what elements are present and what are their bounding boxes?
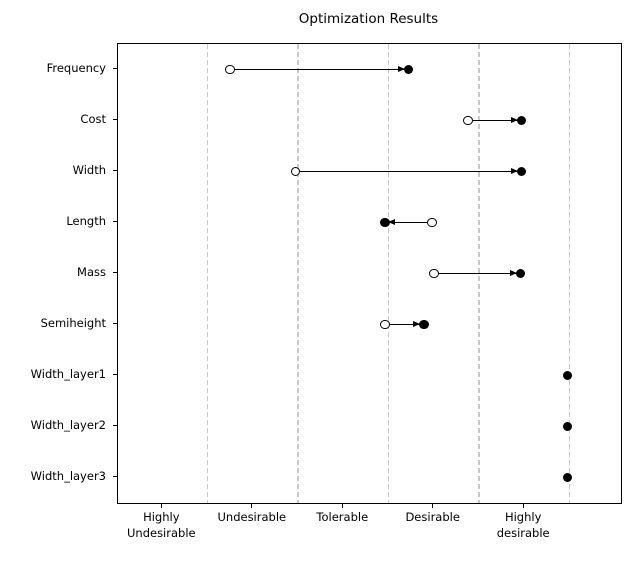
x-axis-label: Undesirable bbox=[217, 510, 287, 524]
arrow-head bbox=[413, 321, 421, 327]
arrow-head bbox=[511, 168, 518, 174]
y-axis-label: Frequency bbox=[46, 60, 106, 75]
arrow-head bbox=[397, 66, 405, 72]
arrow-head bbox=[388, 219, 396, 225]
x-axis-tick bbox=[251, 504, 253, 508]
arrow-line bbox=[300, 170, 518, 173]
arrow-head bbox=[510, 270, 518, 276]
arrow-line bbox=[388, 221, 428, 224]
gridline bbox=[297, 44, 299, 503]
arrow-line bbox=[438, 272, 517, 275]
y-axis-tick bbox=[113, 169, 117, 172]
x-axis-tick bbox=[341, 504, 343, 508]
y-axis-label: Width_layer3 bbox=[30, 468, 106, 483]
y-axis-tick bbox=[113, 373, 117, 376]
y-axis-tick bbox=[113, 220, 117, 223]
chart-title: Optimization Results bbox=[298, 11, 439, 27]
arrow-head bbox=[511, 117, 518, 123]
plot-area bbox=[117, 43, 622, 504]
optimized-marker bbox=[380, 217, 390, 228]
y-axis-tick bbox=[113, 118, 117, 121]
initial-marker bbox=[380, 319, 390, 330]
y-axis-label: Width bbox=[72, 162, 106, 177]
gridline bbox=[206, 44, 209, 503]
optimized-marker bbox=[562, 421, 573, 432]
y-axis-label: Semiheight bbox=[40, 315, 106, 330]
arrow-line bbox=[472, 119, 518, 122]
arrow-line bbox=[389, 323, 420, 326]
x-axis-tick bbox=[522, 504, 524, 508]
initial-marker bbox=[429, 268, 439, 279]
x-axis-tick bbox=[160, 504, 162, 508]
optimized-marker bbox=[403, 64, 414, 75]
x-axis-tick bbox=[432, 504, 434, 508]
gridline bbox=[568, 44, 571, 503]
optimized-marker bbox=[515, 268, 526, 279]
y-axis-tick bbox=[113, 475, 117, 478]
optimized-marker bbox=[562, 370, 573, 381]
y-axis-tick bbox=[113, 271, 117, 274]
x-axis-label: Tolerable bbox=[316, 510, 369, 524]
y-axis-label: Width_layer2 bbox=[30, 417, 106, 432]
initial-marker bbox=[427, 217, 437, 228]
x-axis-label: Highly Undesirable bbox=[126, 510, 196, 540]
optimized-marker bbox=[516, 166, 527, 177]
y-axis-tick bbox=[113, 424, 117, 427]
y-axis-label: Mass bbox=[77, 264, 106, 279]
y-axis-label: Cost bbox=[80, 111, 106, 126]
y-axis-label: Length bbox=[66, 213, 106, 228]
initial-marker bbox=[463, 115, 473, 126]
optimized-marker bbox=[516, 115, 527, 126]
x-axis-label: Highly desirable bbox=[496, 510, 550, 540]
y-axis-label: Width_layer1 bbox=[30, 366, 106, 381]
x-axis-label: Desirable bbox=[405, 510, 460, 524]
gridline bbox=[387, 44, 390, 503]
initial-marker bbox=[290, 166, 301, 177]
y-axis-tick bbox=[113, 322, 117, 325]
optimized-marker bbox=[419, 319, 429, 330]
y-axis-tick bbox=[113, 67, 117, 70]
optimized-marker bbox=[562, 472, 573, 483]
initial-marker bbox=[225, 64, 235, 75]
arrow-line bbox=[234, 68, 405, 71]
